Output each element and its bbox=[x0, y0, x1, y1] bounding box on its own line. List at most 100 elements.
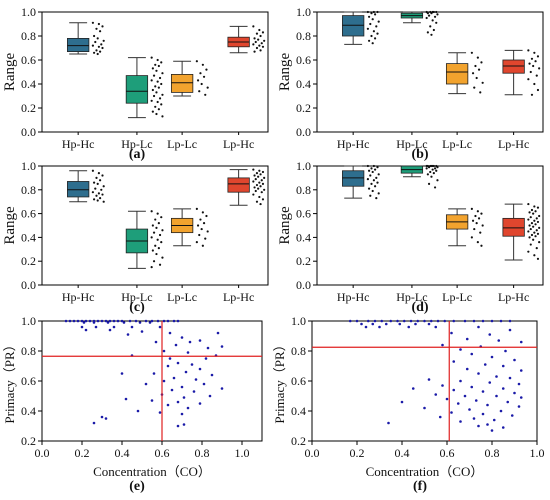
data-point bbox=[176, 400, 180, 404]
data-point bbox=[96, 319, 100, 323]
box-hp-hc bbox=[67, 181, 90, 198]
data-point bbox=[477, 372, 480, 375]
data-point bbox=[201, 63, 204, 66]
data-point bbox=[263, 39, 266, 42]
data-point bbox=[120, 372, 124, 375]
x-tick-label: Lp-Lc bbox=[167, 290, 197, 304]
data-point bbox=[459, 420, 462, 423]
data-point bbox=[204, 237, 207, 240]
data-point bbox=[425, 16, 428, 20]
data-point bbox=[210, 373, 214, 377]
data-point bbox=[255, 46, 259, 50]
x-tick-label: Lp-Lc bbox=[442, 290, 472, 304]
data-point bbox=[477, 217, 481, 220]
data-point bbox=[376, 32, 379, 35]
panel-label: (e) bbox=[129, 479, 145, 494]
data-point bbox=[68, 319, 72, 323]
data-point bbox=[160, 216, 163, 219]
x-tick-label: Lp-Lc bbox=[167, 137, 197, 151]
data-point bbox=[369, 22, 372, 26]
data-point bbox=[488, 381, 492, 384]
data-point bbox=[152, 231, 156, 234]
data-point bbox=[529, 243, 532, 246]
data-point bbox=[206, 230, 209, 233]
x-tick-label: Lp-Hc bbox=[223, 290, 254, 304]
panel-label: (f) bbox=[413, 479, 427, 494]
data-point bbox=[367, 39, 371, 42]
y-axis-label: Range bbox=[277, 206, 293, 245]
data-point bbox=[377, 173, 380, 176]
data-point bbox=[158, 97, 162, 100]
data-point bbox=[102, 39, 105, 42]
data-point bbox=[252, 43, 255, 46]
data-point bbox=[373, 13, 377, 16]
y-tick-label: 0.6 bbox=[291, 374, 306, 388]
data-point bbox=[160, 103, 163, 106]
x-tick-label: 1.0 bbox=[530, 446, 545, 460]
data-point bbox=[481, 224, 484, 227]
data-point bbox=[148, 321, 152, 324]
data-point bbox=[138, 321, 142, 324]
data-point bbox=[156, 58, 159, 62]
data-point bbox=[434, 325, 438, 329]
data-point bbox=[220, 387, 224, 390]
data-point bbox=[369, 194, 372, 197]
data-point bbox=[112, 325, 116, 329]
data-point bbox=[527, 49, 530, 52]
data-point bbox=[490, 319, 494, 323]
data-point bbox=[517, 382, 521, 386]
data-point bbox=[94, 187, 97, 190]
data-point bbox=[157, 222, 160, 225]
data-point bbox=[120, 319, 124, 323]
data-point bbox=[535, 229, 538, 232]
plot-frame bbox=[41, 320, 263, 442]
data-point bbox=[476, 56, 479, 59]
data-point bbox=[519, 369, 523, 372]
data-point bbox=[252, 193, 255, 196]
data-point bbox=[257, 175, 260, 178]
data-point bbox=[376, 10, 379, 14]
data-point bbox=[402, 319, 406, 323]
data-point bbox=[204, 93, 207, 96]
data-point bbox=[144, 319, 148, 323]
data-point bbox=[445, 397, 449, 401]
data-point bbox=[161, 256, 164, 259]
data-point bbox=[538, 67, 541, 70]
y-tick-label: 0.0 bbox=[296, 125, 311, 139]
data-point bbox=[465, 337, 469, 341]
panel-d: 0.0 0.2 0.4 0.6 0.8 1.0 Range Hp-Hc Hp-Lc Lp-Lc Lp… bbox=[277, 159, 544, 315]
y-tick-label: 0.6 bbox=[21, 53, 36, 67]
data-point bbox=[150, 266, 153, 269]
data-point bbox=[504, 349, 507, 353]
data-point bbox=[474, 64, 477, 68]
data-point bbox=[96, 182, 99, 185]
data-point bbox=[101, 46, 104, 50]
data-point bbox=[82, 321, 86, 324]
data-point bbox=[172, 376, 176, 380]
data-point bbox=[471, 72, 475, 75]
data-point bbox=[387, 421, 390, 425]
data-point bbox=[430, 164, 433, 168]
data-point bbox=[176, 319, 180, 323]
data-point bbox=[261, 45, 265, 48]
data-point bbox=[530, 233, 534, 237]
data-point bbox=[64, 319, 68, 323]
data-point bbox=[429, 25, 432, 28]
y-axis-label: Range bbox=[277, 53, 293, 92]
x-tick-label: 1.0 bbox=[235, 446, 250, 460]
data-point bbox=[427, 378, 431, 381]
data-point bbox=[194, 378, 198, 381]
data-point bbox=[126, 333, 130, 336]
data-point bbox=[97, 172, 100, 175]
data-point bbox=[154, 244, 157, 247]
panel-c: 0.0 0.2 0.4 0.6 0.8 1.0 Range Hp-Hc Hp-Lc Lp-Lc Lp… bbox=[2, 159, 269, 315]
data-point bbox=[98, 179, 102, 182]
y-axis-label: Range bbox=[2, 53, 18, 92]
data-point bbox=[208, 394, 212, 398]
data-point bbox=[192, 390, 196, 393]
y-tick-label: 0.6 bbox=[296, 207, 311, 221]
data-point bbox=[152, 372, 156, 375]
data-point bbox=[150, 319, 154, 323]
data-point bbox=[536, 232, 540, 235]
data-point bbox=[527, 218, 530, 221]
